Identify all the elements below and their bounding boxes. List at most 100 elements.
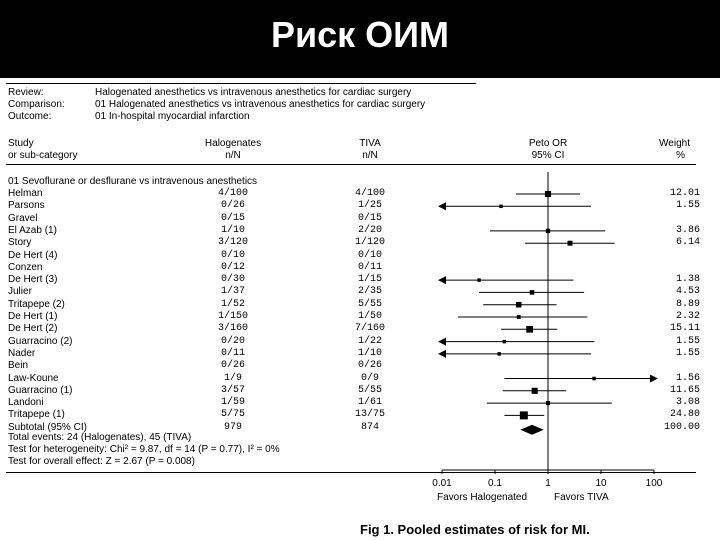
- subtotal-weight: 100.00: [663, 421, 700, 433]
- forest-plot-panel: Review: Halogenated anesthetics vs intra…: [0, 78, 720, 540]
- study-point-estimate: [477, 278, 481, 282]
- study-halogenates-events: 1/9: [223, 372, 242, 384]
- study-tiva-events: 1/61: [357, 397, 382, 409]
- meta-review-label: Review:: [8, 87, 44, 98]
- study-name: Guarracino (2): [8, 335, 73, 347]
- study-tiva-events: 1/120: [354, 237, 385, 249]
- study-point-estimate: [592, 376, 596, 381]
- study-name: De Hert (1): [8, 311, 58, 322]
- study-weight: 3.08: [675, 397, 700, 409]
- study-name: Landoni: [8, 397, 44, 409]
- study-point-estimate: [526, 325, 533, 333]
- study-halogenates-events: 1/37: [220, 286, 245, 298]
- study-name: Helman: [8, 188, 43, 199]
- study-weight: 1.55: [675, 335, 700, 347]
- study-tiva-events: 0/11: [357, 261, 382, 273]
- meta-outcome-label: Outcome:: [8, 111, 52, 122]
- study-name: Bein: [8, 360, 29, 372]
- study-name: El Azab (1): [8, 224, 57, 236]
- study-name: Law-Koune: [8, 372, 59, 384]
- study-halogenates-events: 3/160: [217, 323, 248, 335]
- study-tiva-events: 0/9: [360, 372, 379, 384]
- study-halogenates-events: 0/30: [220, 274, 245, 286]
- favors-halogenated-label: Favors Halogenated: [437, 492, 528, 503]
- study-tiva-events: 2/35: [357, 286, 382, 298]
- footer-overall-effect: Test for overall effect: Z = 2.67 (P = 0…: [8, 456, 195, 467]
- study-weight: 12.01: [669, 188, 700, 199]
- study-point-estimate: [497, 352, 501, 356]
- header-weight: Weight: [659, 138, 690, 149]
- study-halogenates-events: 1/150: [217, 311, 248, 322]
- study-halogenates-events: 0/20: [220, 335, 245, 347]
- slide-title-bar: Риск ОИМ: [0, 0, 720, 78]
- study-name: De Hert (2): [8, 323, 58, 335]
- meta-comparison-label: Comparison:: [8, 99, 65, 110]
- ci-arrow-right: [650, 374, 658, 383]
- study-tiva-events: 7/160: [354, 323, 385, 335]
- subtotal-halogenates: 979: [223, 421, 242, 433]
- study-halogenates-events: 0/26: [220, 360, 245, 372]
- study-point-estimate: [544, 190, 552, 198]
- header-rule: [6, 164, 696, 165]
- ci-arrow-left: [438, 349, 446, 358]
- study-tiva-events: 13/75: [354, 409, 385, 421]
- header-ci: 95% CI: [531, 150, 565, 161]
- study-weight: 6.14: [675, 237, 700, 249]
- study-halogenates-events: 4/100: [217, 188, 248, 199]
- study-weight: 1.55: [675, 347, 700, 359]
- header-subcategory: or sub-category: [8, 150, 78, 161]
- study-halogenates-events: 0/11: [220, 347, 245, 359]
- header-halogenates: Halogenates: [204, 138, 262, 149]
- slide-title: Риск ОИМ: [270, 14, 450, 55]
- study-halogenates-events: 0/15: [220, 212, 245, 224]
- subtotal-tiva: 874: [360, 421, 379, 433]
- study-name: De Hert (3): [8, 274, 58, 286]
- meta-comparison-value: 01 Halogenated anesthetics vs intravenou…: [95, 99, 426, 110]
- footer-total-events: Total events: 24 (Halogenates), 45 (TIVA…: [8, 432, 192, 443]
- study-point-estimate: [545, 401, 551, 406]
- study-weight: 15.11: [669, 323, 700, 335]
- study-tiva-events: 0/15: [357, 212, 382, 224]
- header-weight-pct: %: [676, 150, 685, 161]
- study-name: Story: [8, 237, 32, 249]
- study-name: Gravel: [8, 212, 38, 224]
- header-tiva-nn: n/N: [362, 150, 378, 161]
- study-tiva-events: 1/22: [357, 335, 382, 347]
- forest-plot: 0.01 0.1 1 10 100: [432, 172, 663, 489]
- ci-arrow-left: [438, 337, 446, 346]
- footer-rule: [6, 472, 696, 473]
- header-peto-or: Peto OR: [528, 138, 568, 149]
- meta-review-value: Halogenated anesthetics vs intravenous a…: [95, 87, 412, 98]
- study-tiva-events: 1/15: [357, 274, 382, 286]
- footer-heterogeneity: Test for heterogeneity: Chi² = 9.87, df …: [8, 444, 280, 455]
- study-weight: 1.56: [675, 372, 700, 384]
- header-tiva: TIVA: [359, 138, 381, 149]
- study-name: De Hert (4): [8, 249, 58, 261]
- study-tiva-events: 0/26: [357, 360, 382, 372]
- study-halogenates-events: 0/12: [220, 261, 245, 273]
- header-halogenates-nn: n/N: [225, 150, 241, 161]
- study-name: Julier: [8, 286, 32, 298]
- study-halogenates-events: 3/57: [220, 384, 245, 396]
- meta-outcome-value: 01 In-hospital myocardial infarction: [95, 111, 250, 122]
- study-halogenates-events: 1/10: [220, 224, 245, 236]
- study-name: Nader: [8, 347, 36, 359]
- study-point-estimate: [545, 228, 551, 234]
- study-point-estimate: [519, 411, 528, 420]
- study-point-estimate: [516, 315, 521, 319]
- top-rule: [6, 83, 476, 84]
- study-name: Conzen: [8, 261, 43, 273]
- study-halogenates-events: 0/10: [220, 249, 245, 261]
- ci-arrow-left: [438, 276, 446, 285]
- study-point-estimate: [499, 204, 503, 209]
- study-point-estimate: [531, 387, 538, 394]
- study-weight: 1.55: [675, 200, 700, 212]
- study-weight: 4.53: [675, 286, 700, 298]
- header-study: Study: [8, 138, 34, 149]
- study-point-estimate: [502, 339, 507, 344]
- study-tiva-events: 1/50: [357, 311, 382, 322]
- x-tick-label: 10: [595, 478, 607, 489]
- study-tiva-events: 4/100: [354, 188, 385, 199]
- study-weight: 2.32: [675, 311, 700, 322]
- study-tiva-events: 0/10: [357, 249, 382, 261]
